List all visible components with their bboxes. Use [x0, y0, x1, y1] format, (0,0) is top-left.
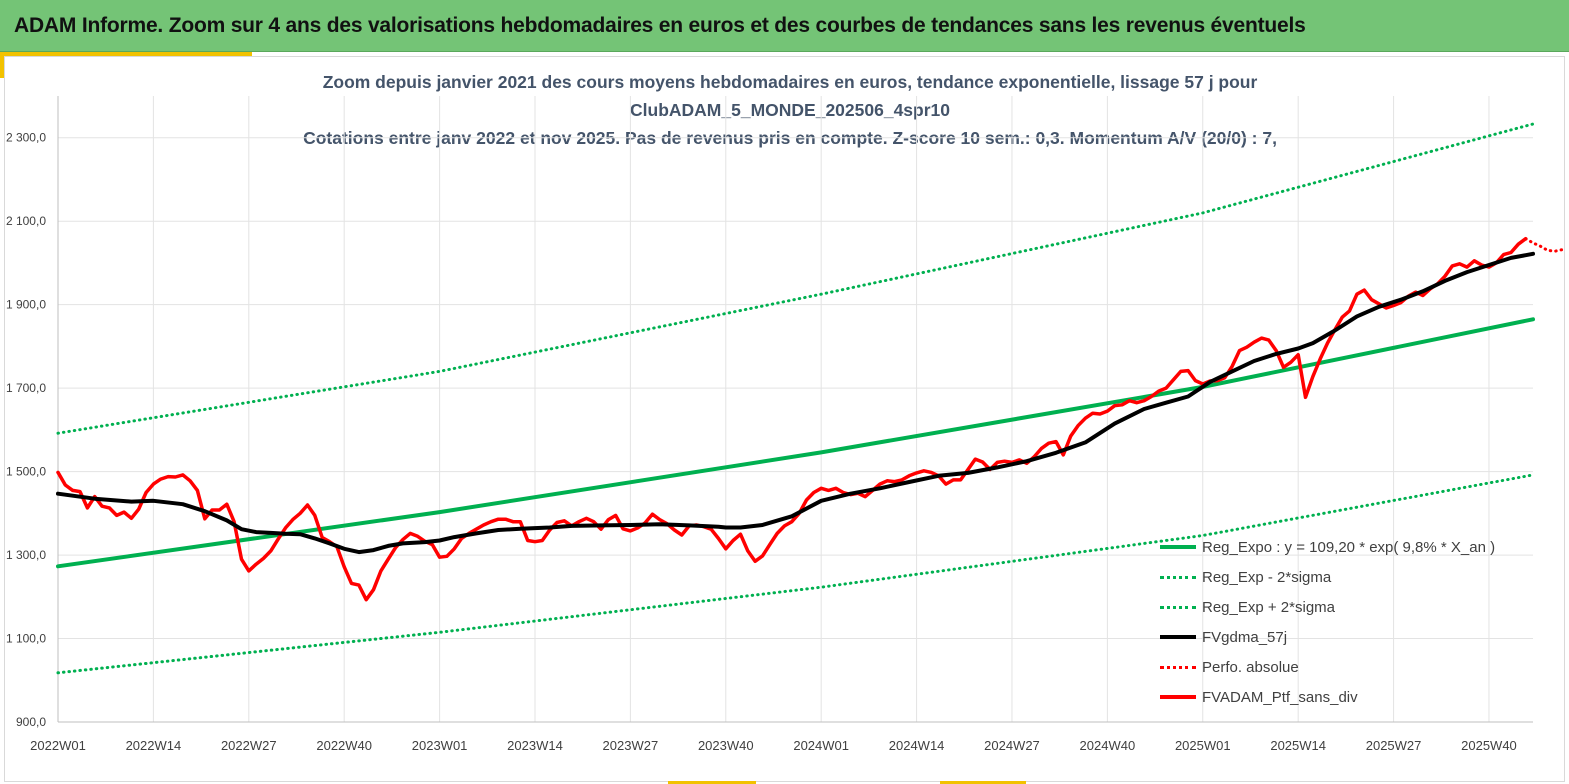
x-tick-label: 2022W27: [221, 738, 277, 753]
legend-label-perfo: Perfo. absolue: [1202, 658, 1299, 676]
legend-item-perfo: Perfo. absolue: [1160, 652, 1520, 682]
bottom-accent-2: [940, 781, 1026, 784]
report-banner: ADAM Informe. Zoom sur 4 ans des valoris…: [0, 0, 1569, 52]
legend-swatch-perfo: [1160, 665, 1196, 669]
x-tick-label: 2023W01: [412, 738, 468, 753]
chart-legend: Reg_Expo : y = 109,20 * exp( 9,8% * X_an…: [1160, 532, 1520, 712]
x-tick-label: 2025W14: [1270, 738, 1326, 753]
series-line-fvadam-ptf-sans-div: [56, 236, 1528, 602]
legend-swatch-fvadam: [1160, 695, 1196, 699]
legend-item-reg-exp-minus: Reg_Exp - 2*sigma: [1160, 562, 1520, 592]
legend-item-fvadam: FVADAM_Ptf_sans_div: [1160, 682, 1520, 712]
y-tick-label: 2 100,0: [6, 214, 46, 228]
legend-label-reg-exp-plus: Reg_Exp + 2*sigma: [1202, 598, 1335, 616]
x-tick-label: 2023W14: [507, 738, 563, 753]
legend-swatch-reg-expo: [1160, 545, 1196, 549]
chart-title: Zoom depuis janvier 2021 des cours moyen…: [100, 68, 1480, 152]
x-tick-label: 2023W27: [603, 738, 659, 753]
legend-item-reg-exp-plus: Reg_Exp + 2*sigma: [1160, 592, 1520, 622]
accent-left-bar: [0, 52, 4, 78]
series-line-reg-exp-2-sigma: [56, 473, 1535, 675]
series-line-reg-exp-2-sigma: [56, 122, 1535, 435]
x-tick-label: 2025W27: [1366, 738, 1422, 753]
legend-item-reg-expo: Reg_Expo : y = 109,20 * exp( 9,8% * X_an…: [1160, 532, 1520, 562]
series-line-reg-expo: [56, 317, 1535, 569]
legend-swatch-reg-exp-minus: [1160, 575, 1196, 579]
y-tick-label: 1 100,0: [6, 632, 46, 646]
x-tick-label: 2024W01: [793, 738, 849, 753]
legend-label-reg-exp-minus: Reg_Exp - 2*sigma: [1202, 568, 1332, 586]
legend-swatch-fvgdma: [1160, 635, 1196, 639]
x-tick-label: 2022W14: [126, 738, 182, 753]
bottom-accent-1: [668, 781, 756, 784]
legend-label-reg-expo: Reg_Expo : y = 109,20 * exp( 9,8% * X_an…: [1202, 538, 1496, 556]
x-tick-label: 2024W27: [984, 738, 1040, 753]
y-tick-label: 1 300,0: [6, 548, 46, 562]
accent-bar: [0, 52, 252, 56]
legend-swatch-reg-exp-plus: [1160, 605, 1196, 609]
chart-title-line-1: Zoom depuis janvier 2021 des cours moyen…: [322, 72, 1258, 92]
y-tick-label: 1 900,0: [6, 298, 46, 312]
x-tick-label: 2024W14: [889, 738, 945, 753]
x-tick-label: 2022W01: [30, 738, 86, 753]
y-tick-label: 1 500,0: [6, 465, 46, 479]
chart-frame: [4, 56, 1565, 782]
legend-label-fvgdma: FVgdma_57j: [1202, 628, 1288, 646]
chart-title-line-2: ClubADAM_5_MONDE_202506_4spr10: [630, 100, 950, 120]
legend-label-fvadam: FVADAM_Ptf_sans_div: [1202, 688, 1358, 706]
legend-item-fvgdma: FVgdma_57j: [1160, 622, 1520, 652]
x-tick-label: 2023W40: [698, 738, 754, 753]
y-tick-label: 1 700,0: [6, 381, 46, 395]
y-tick-label: 2 300,0: [6, 131, 46, 145]
series-line-perfo-absolue: [1524, 237, 1564, 253]
series-line-fvgdma-57j: [56, 251, 1535, 555]
x-tick-label: 2024W40: [1080, 738, 1136, 753]
x-tick-label: 2022W40: [316, 738, 372, 753]
x-tick-label: 2025W01: [1175, 738, 1231, 753]
report-title: ADAM Informe. Zoom sur 4 ans des valoris…: [14, 14, 1306, 37]
y-tick-label: 900,0: [16, 715, 46, 729]
x-tick-label: 2025W40: [1461, 738, 1517, 753]
